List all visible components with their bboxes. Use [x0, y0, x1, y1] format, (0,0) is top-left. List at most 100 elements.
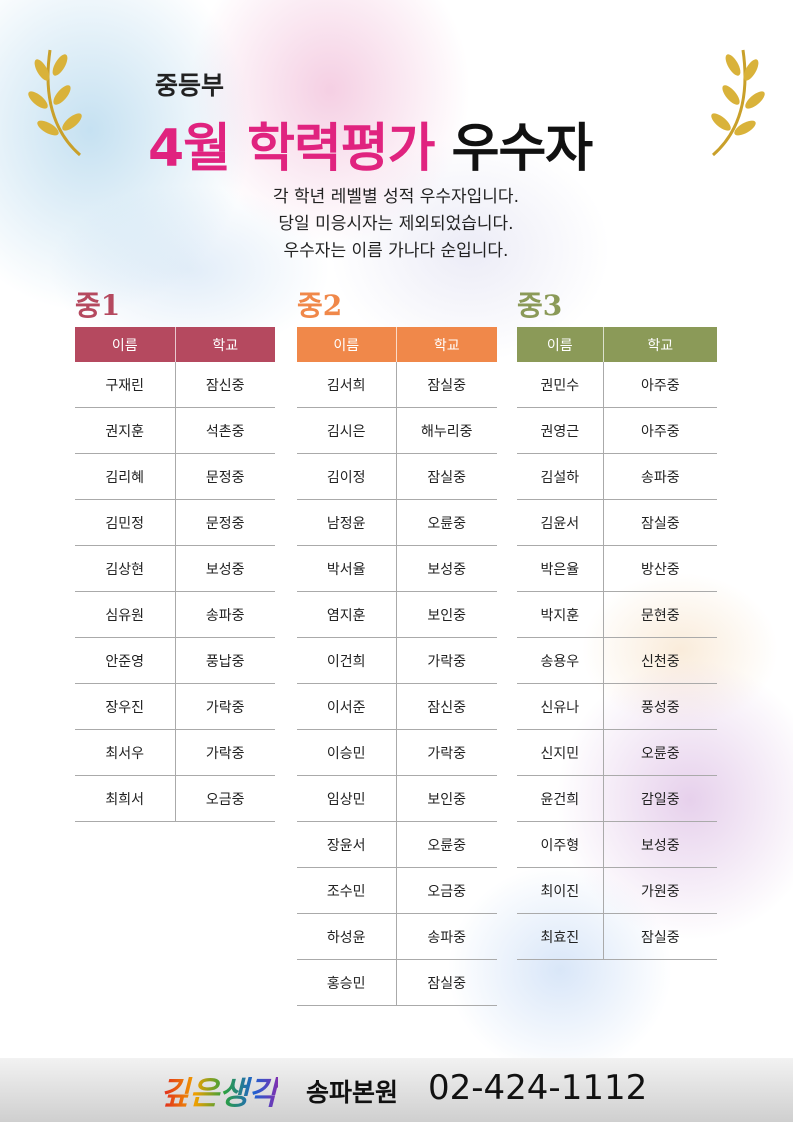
school-name: 잠실중: [640, 929, 680, 946]
school-name: 오륜중: [427, 837, 467, 854]
table-row: 권영근 아주중: [517, 408, 717, 454]
table-row: 김서희 잠실중: [297, 362, 497, 408]
table-row: 윤건희 감일중: [517, 776, 717, 822]
school-name: 오륜중: [427, 515, 467, 532]
student-name: 최서우: [75, 730, 176, 775]
intro-line: 각 학년 레벨별 성적 우수자입니다.: [273, 187, 519, 207]
table-row: 이건희 가락중: [297, 638, 497, 684]
title-rest: 우수자: [451, 119, 594, 179]
table-row: 최이진 가원중: [517, 868, 717, 914]
table-row: 이서준 잠신중: [297, 684, 497, 730]
student-name: 임상민: [297, 776, 397, 821]
student-name: 이서준: [297, 684, 397, 729]
table-row: 안준영 풍납중: [75, 638, 275, 684]
school-name: 보성중: [640, 837, 680, 854]
school-name: 잠실중: [427, 469, 467, 486]
table-row: 권지훈 석촌중: [75, 408, 275, 454]
student-name: 박서율: [297, 546, 397, 591]
school-name: 아주중: [640, 423, 680, 440]
school-name: 잠실중: [427, 975, 467, 992]
school-name: 가락중: [205, 699, 245, 716]
table-row: 홍승민 잠실중: [297, 960, 497, 1006]
table-row: 김윤서 잠실중: [517, 500, 717, 546]
title: 4월 학력평가 우수자: [148, 106, 594, 181]
student-name: 장우진: [75, 684, 176, 729]
table-row: 임상민 보인중: [297, 776, 497, 822]
table-row: 구재린 잠신중: [75, 362, 275, 408]
student-name: 최효진: [517, 914, 604, 959]
table-header: 이름 학교: [297, 327, 497, 362]
school-name: 가락중: [427, 745, 467, 762]
table-row: 이주형 보성중: [517, 822, 717, 868]
column-header: 학교: [433, 337, 460, 354]
student-name: 김민정: [75, 500, 176, 545]
student-name: 홍승민: [297, 960, 397, 1005]
school-name: 잠신중: [205, 377, 245, 394]
school-name: 가락중: [205, 745, 245, 762]
school-name: 신천중: [640, 653, 680, 670]
table-row: 김민정 문정중: [75, 500, 275, 546]
student-name: 권민수: [517, 362, 604, 407]
student-name: 송용우: [517, 638, 604, 683]
student-name: 김서희: [297, 362, 397, 407]
table-row: 장우진 가락중: [75, 684, 275, 730]
student-name: 김이정: [297, 454, 397, 499]
student-name: 신유나: [517, 684, 604, 729]
school-name: 오륜중: [640, 745, 680, 762]
phone: 02-424-1112: [428, 1068, 648, 1108]
intro: 각 학년 레벨별 성적 우수자입니다. 당일 미응시자는 제외되었습니다. 우수자는…: [196, 184, 596, 265]
school-name: 보성중: [205, 561, 245, 578]
school-name: 문정중: [205, 515, 245, 532]
student-name: 박지훈: [517, 592, 604, 637]
school-name: 방산중: [640, 561, 680, 578]
student-name: 조수민: [297, 868, 397, 913]
group-label: 중2: [297, 289, 343, 322]
school-name: 풍성중: [640, 699, 680, 716]
column-header: 학교: [212, 337, 239, 354]
student-name: 이승민: [297, 730, 397, 775]
intro-line: 당일 미응시자는 제외되었습니다.: [278, 214, 514, 234]
student-name: 윤건희: [517, 776, 604, 821]
student-name: 권지훈: [75, 408, 176, 453]
brand: 깊은생각: [160, 1068, 278, 1114]
school-name: 잠실중: [640, 515, 680, 532]
school-name: 석촌중: [205, 423, 245, 440]
table-row: 이승민 가락중: [297, 730, 497, 776]
student-name: 염지훈: [297, 592, 397, 637]
student-name: 신지민: [517, 730, 604, 775]
school-name: 문현중: [640, 607, 680, 624]
table-row: 남정윤 오륜중: [297, 500, 497, 546]
division: 중등부: [155, 71, 225, 100]
student-name: 이건희: [297, 638, 397, 683]
branch: 송파본원: [306, 1078, 399, 1107]
school-name: 풍납중: [205, 653, 245, 670]
student-name: 하성윤: [297, 914, 397, 959]
student-name: 최이진: [517, 868, 604, 913]
table-row: 김상현 보성중: [75, 546, 275, 592]
school-name: 오금중: [427, 883, 467, 900]
table-row: 권민수 아주중: [517, 362, 717, 408]
intro-line: 우수자는 이름 가나다 순입니다.: [283, 241, 509, 261]
school-name: 가락중: [427, 653, 467, 670]
table-row: 심유원 송파중: [75, 592, 275, 638]
laurel-left: [28, 49, 82, 157]
table-row: 염지훈 보인중: [297, 592, 497, 638]
table-row: 신지민 오륜중: [517, 730, 717, 776]
school-name: 오금중: [205, 791, 245, 808]
school-name: 보성중: [427, 561, 467, 578]
student-name: 김리혜: [75, 454, 176, 499]
footer-bar: [0, 1058, 793, 1122]
table-row: 최희서 오금중: [75, 776, 275, 822]
table-row: 김리혜 문정중: [75, 454, 275, 500]
student-name: 구재린: [75, 362, 176, 407]
group-table: 이름 학교 권민수 아주중 권영근 아주중 김설하 송파중 김윤서 잠실중 박은율 방산중 박지훈 문현중…: [517, 327, 717, 960]
column-header: 이름: [297, 327, 397, 362]
school-name: 보인중: [427, 791, 467, 808]
table-row: 신유나 풍성중: [517, 684, 717, 730]
student-name: 남정윤: [297, 500, 397, 545]
school-name: 잠실중: [427, 377, 467, 394]
group-table: 이름 학교 구재린 잠신중 권지훈 석촌중 김리혜 문정중 김민정 문정중 김상현 보성중 심유원 송파중…: [75, 327, 275, 822]
student-name: 김윤서: [517, 500, 604, 545]
student-name: 김상현: [75, 546, 176, 591]
student-name: 심유원: [75, 592, 176, 637]
